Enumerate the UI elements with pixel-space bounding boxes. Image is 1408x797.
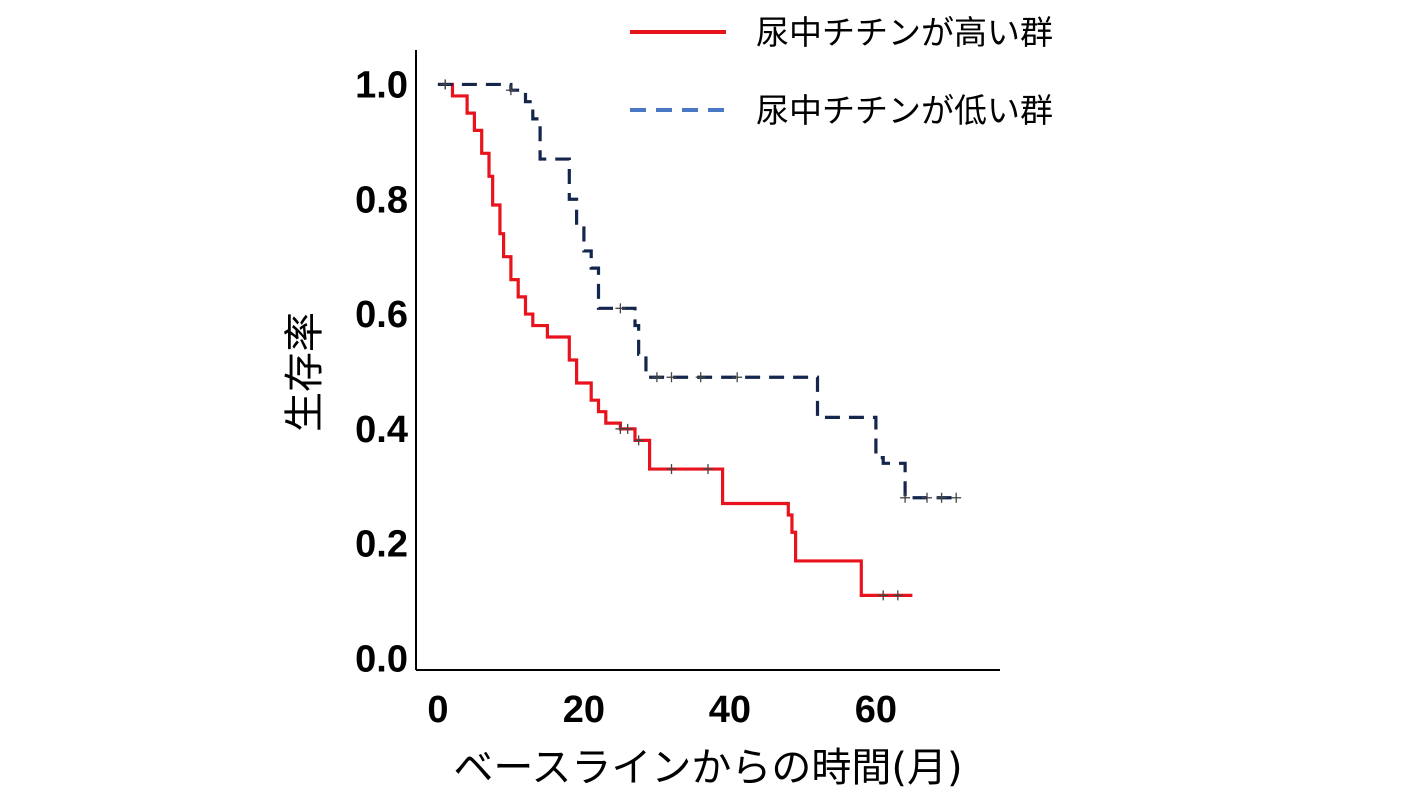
legend-label: 尿中チチンが低い群 bbox=[756, 91, 1053, 130]
x-tick-label: 60 bbox=[855, 689, 897, 731]
x-tick-label: 0 bbox=[427, 689, 448, 731]
y-tick-label: 0.0 bbox=[355, 639, 408, 681]
legend-label: 尿中チチンが高い群 bbox=[756, 13, 1053, 52]
y-tick-label: 0.8 bbox=[355, 179, 408, 221]
y-axis-title: 生存率 bbox=[282, 312, 328, 432]
series-line-low bbox=[437, 82, 957, 500]
y-tick-label: 0.6 bbox=[355, 294, 408, 336]
series-line-high bbox=[437, 82, 913, 597]
x-axis-title: ベースラインからの時間(月) bbox=[453, 745, 962, 791]
x-tick-label: 20 bbox=[563, 689, 605, 731]
y-tick-label: 0.4 bbox=[355, 409, 408, 451]
y-tick-label: 0.2 bbox=[355, 524, 408, 566]
x-tick-label: 40 bbox=[709, 689, 751, 731]
y-tick-label: 1.0 bbox=[355, 64, 408, 106]
